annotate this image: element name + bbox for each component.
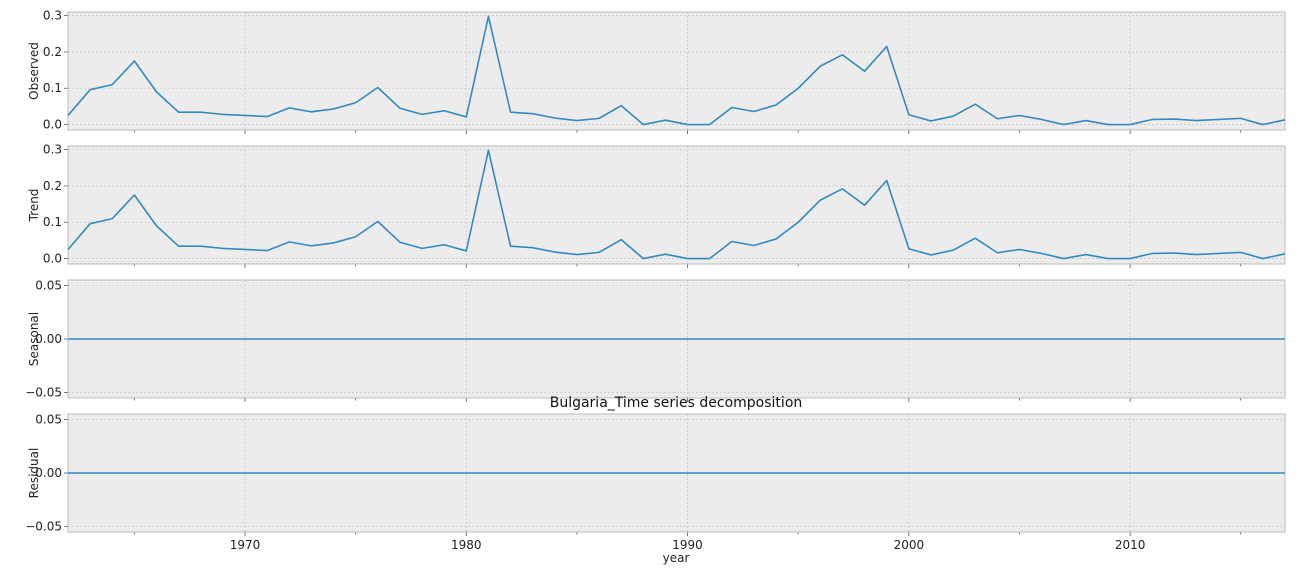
y-tick-label: 0.3 (43, 143, 62, 157)
panel-trend: 0.0 0.1 0.2 0.3 Trend (27, 143, 1286, 268)
y-tick-label: 0.2 (43, 45, 62, 59)
y-tick-label: 0.05 (35, 278, 62, 292)
y-axis-label-seasonal: Seasonal (27, 312, 41, 366)
y-tick-label: −0.05 (25, 520, 62, 534)
y-axis-label-trend: Trend (27, 189, 41, 223)
y-axis-label-residual: Residual (27, 448, 41, 499)
y-tick-label: 0.1 (43, 215, 62, 229)
panel-observed: 0.0 0.1 0.2 0.3 Observed (27, 9, 1286, 134)
panel-frame (67, 145, 1286, 265)
y-tick-label: 0.0 (43, 118, 62, 132)
y-tick-label: 0.00 (35, 332, 62, 346)
x-tick-label: 2000 (894, 538, 925, 552)
panel-background (68, 12, 1285, 130)
panel-background (68, 146, 1285, 264)
y-tick-label: 0.1 (43, 81, 62, 95)
chart-title: Bulgaria_Time series decomposition (550, 395, 803, 411)
y-tick-label: 0.3 (43, 9, 62, 23)
y-tick-label: −0.05 (25, 386, 62, 400)
panel-residual: −0.05 0.00 0.05 Residual (25, 412, 1286, 536)
y-tick-label: 0.0 (43, 252, 62, 266)
panel-seasonal: −0.05 0.00 0.05 Seasonal (25, 278, 1286, 402)
series-line-observed (67, 15, 1286, 126)
x-tick-label: 1980 (451, 538, 482, 552)
x-axis-label: year (663, 551, 690, 565)
y-tick-label: 0.2 (43, 179, 62, 193)
y-axis-label-observed: Observed (27, 42, 41, 100)
x-tick-label: 2010 (1115, 538, 1146, 552)
x-tick-label: 1970 (230, 538, 261, 552)
y-tick-label: 0.00 (35, 466, 62, 480)
panel-frame (67, 11, 1286, 131)
x-tick-label: 1990 (672, 538, 703, 552)
y-tick-label: 0.05 (35, 412, 62, 426)
panels-group: 0.0 0.1 0.2 0.3 Observed 0.0 0.1 0.2 0.3 Trend −0.… (25, 9, 1286, 552)
series-line-trend (67, 149, 1286, 260)
